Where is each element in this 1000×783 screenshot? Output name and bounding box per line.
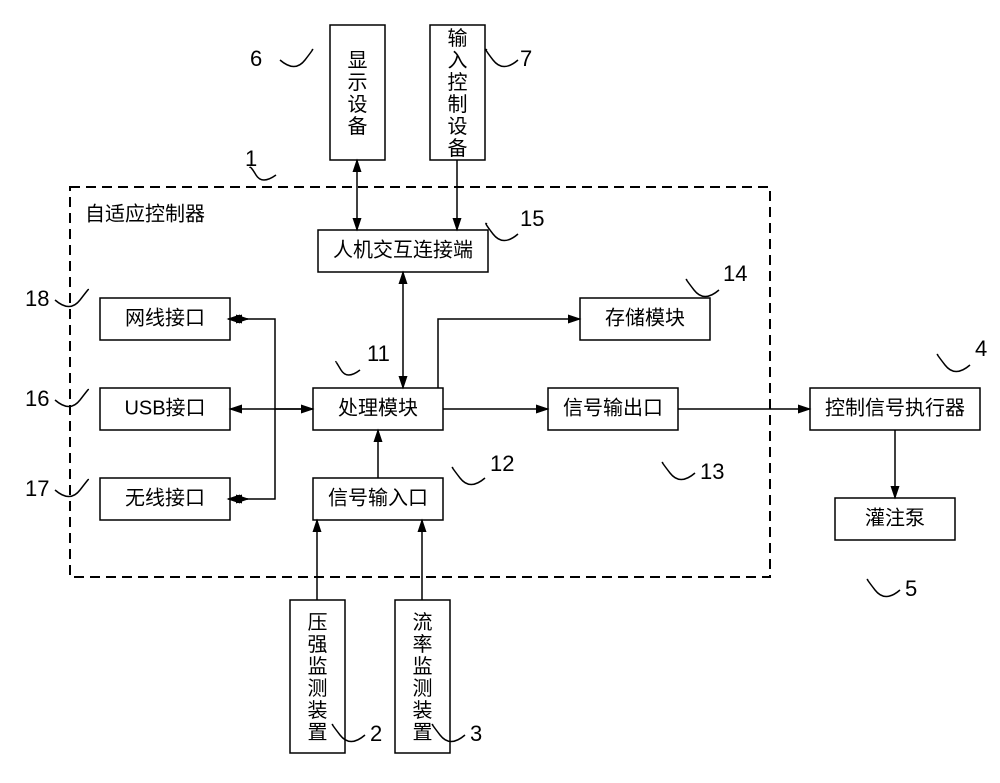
node-press-char-3: 测 — [308, 677, 328, 700]
leader-n4 — [937, 354, 970, 371]
node-flow-char-0: 流 — [413, 611, 433, 634]
callout-n17: 17 — [25, 476, 49, 501]
leader-n15 — [486, 223, 518, 240]
node-inputctrl-char-1: 入 — [448, 50, 468, 72]
node-press-char-4: 装 — [308, 699, 328, 722]
callout-n3: 3 — [470, 721, 482, 746]
container-label: 自适应控制器 — [85, 202, 205, 225]
callout-n7: 7 — [520, 46, 532, 71]
diagram-canvas: 自适应控制器显示设备输入控制设备人机交互连接端存储模块网线接口USB接口无线接口… — [0, 0, 1000, 783]
leader-n16 — [55, 389, 88, 406]
node-display-char-1: 示 — [348, 72, 368, 94]
leader-n6 — [280, 49, 313, 66]
node-wireless-label: 无线接口 — [125, 486, 205, 509]
node-flow-char-2: 监 — [413, 655, 433, 678]
node-flow-char-5: 置 — [413, 722, 433, 744]
node-press-char-1: 强 — [308, 634, 328, 656]
callout-n11: 11 — [367, 341, 390, 366]
callout-n5: 5 — [905, 576, 917, 601]
node-sigin-label: 信号输入口 — [328, 486, 428, 509]
node-inputctrl-char-5: 备 — [448, 137, 468, 160]
leader-n18 — [55, 289, 88, 306]
node-display-char-0: 显 — [348, 50, 368, 72]
node-press-char-5: 置 — [308, 722, 328, 744]
node-flow-char-1: 率 — [413, 633, 433, 656]
callout-n4: 4 — [975, 336, 987, 361]
leader-n2 — [332, 724, 365, 741]
callout-n6: 6 — [250, 46, 262, 71]
node-display-char-2: 设 — [348, 93, 368, 116]
leader-n12 — [452, 467, 485, 484]
node-exec-label: 控制信号执行器 — [825, 396, 965, 419]
node-display-char-3: 备 — [348, 115, 368, 138]
node-pump-label: 灌注泵 — [865, 506, 925, 529]
leader-n5 — [867, 579, 900, 596]
leader-n13 — [662, 462, 695, 479]
callout-n14: 14 — [723, 261, 747, 286]
callout-n12: 12 — [490, 451, 514, 476]
node-flow-char-3: 测 — [413, 677, 433, 700]
node-inputctrl-char-3: 制 — [448, 93, 468, 116]
leader-n11 — [336, 362, 360, 375]
node-inputctrl-char-0: 输 — [448, 27, 468, 50]
callout-n13: 13 — [700, 459, 724, 484]
callout-n2: 2 — [370, 721, 382, 746]
node-proc-label: 处理模块 — [338, 396, 418, 419]
leader-n17 — [55, 479, 88, 496]
leader-n14 — [686, 279, 719, 296]
node-storage-label: 存储模块 — [605, 306, 685, 329]
node-press-char-0: 压 — [308, 612, 328, 634]
edge-4 — [230, 319, 313, 409]
node-usb-label: USB接口 — [124, 396, 205, 419]
node-inputctrl-char-4: 设 — [448, 115, 468, 138]
leader-n3 — [432, 724, 465, 741]
node-sigout-label: 信号输出口 — [563, 396, 663, 419]
node-inputctrl-char-2: 控 — [448, 71, 468, 94]
callout-n16: 16 — [25, 386, 49, 411]
edge-3 — [438, 319, 580, 388]
node-net-label: 网线接口 — [125, 306, 205, 329]
node-press-char-2: 监 — [308, 655, 328, 678]
callout-n18: 18 — [25, 286, 49, 311]
edge-6 — [230, 409, 275, 499]
callout-n15: 15 — [520, 206, 544, 231]
node-flow-char-4: 装 — [413, 699, 433, 722]
callout-n1: 1 — [245, 146, 257, 171]
node-hmi-label: 人机交互连接端 — [333, 238, 473, 261]
leader-n7 — [486, 49, 518, 66]
